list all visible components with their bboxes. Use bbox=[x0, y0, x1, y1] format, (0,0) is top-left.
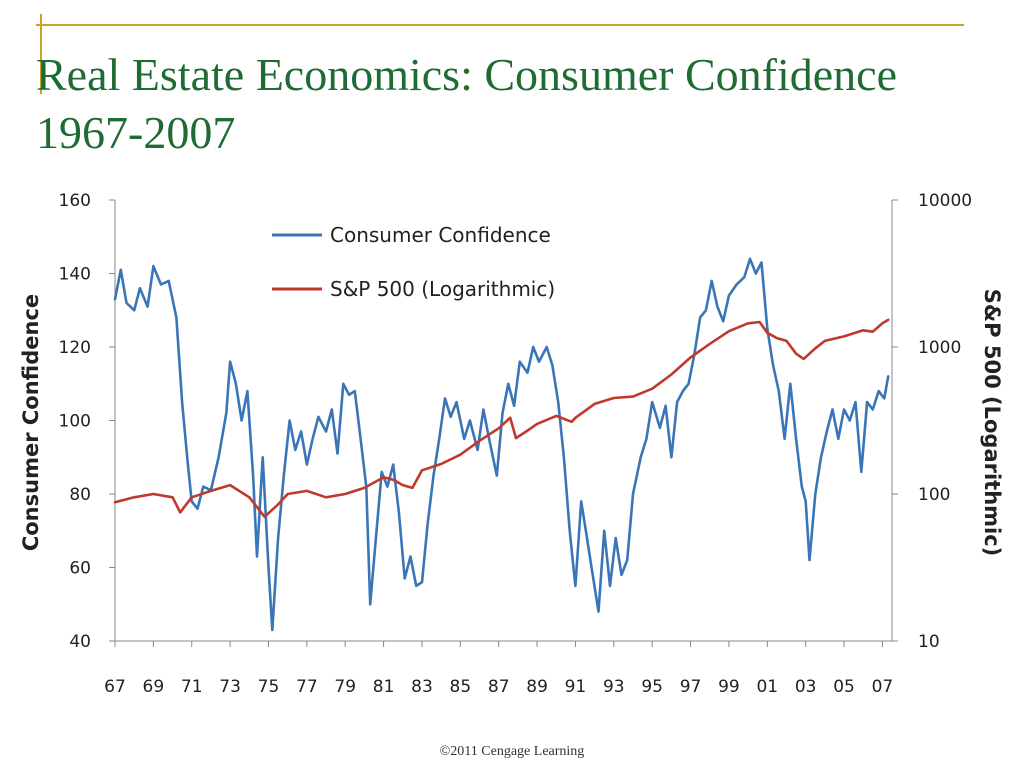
chart-axes: 40 60 80 100 120 140 160 10 100 1000 10000 67 69 71 73… bbox=[19, 191, 1004, 697]
title-rule-top bbox=[36, 24, 964, 26]
x-tick-label: 71 bbox=[181, 677, 203, 697]
x-tick-label: 07 bbox=[872, 677, 894, 697]
x-tick-label: 97 bbox=[680, 677, 702, 697]
x-tick-label: 79 bbox=[334, 677, 356, 697]
right-tick-label: 10 bbox=[918, 632, 940, 652]
x-tick-label: 99 bbox=[718, 677, 740, 697]
right-tick-label: 100 bbox=[918, 485, 950, 505]
x-tick-label: 95 bbox=[641, 677, 663, 697]
title-rule-left bbox=[40, 14, 42, 94]
left-tick-label: 120 bbox=[59, 338, 91, 358]
series-line-consumer-confidence bbox=[113, 257, 890, 632]
x-tick-label: 89 bbox=[526, 677, 548, 697]
x-tick-label: 91 bbox=[565, 677, 587, 697]
x-tick-label: 85 bbox=[450, 677, 472, 697]
chart-legend: Consumer Confidence S&P 500 (Logarithmic) bbox=[272, 223, 555, 301]
x-tick-label: 73 bbox=[219, 677, 241, 697]
left-tick-label: 140 bbox=[59, 265, 91, 285]
left-tick-label: 60 bbox=[69, 559, 91, 579]
x-tick-label: 93 bbox=[603, 677, 625, 697]
copyright-footer: ©2011 Cengage Learning bbox=[439, 744, 585, 759]
x-tick-label: 77 bbox=[296, 677, 318, 697]
x-tick-label: 83 bbox=[411, 677, 433, 697]
right-tick-label: 10000 bbox=[918, 191, 972, 211]
chart: 40 60 80 100 120 140 160 10 100 1000 10000 67 69 71 73… bbox=[19, 191, 1004, 697]
x-tick-label: 69 bbox=[143, 677, 165, 697]
page-title: Real Estate Economics: Consumer Confiden… bbox=[36, 49, 897, 158]
x-tick-label: 05 bbox=[833, 677, 855, 697]
x-tick-label: 87 bbox=[488, 677, 510, 697]
right-tick-label: 1000 bbox=[918, 338, 961, 358]
x-tick-label: 81 bbox=[373, 677, 395, 697]
left-tick-label: 100 bbox=[59, 412, 91, 432]
chart-series bbox=[113, 257, 890, 632]
left-tick-label: 160 bbox=[59, 191, 91, 211]
chart-container: 40 60 80 100 120 140 160 10 100 1000 10000 67 69 71 73… bbox=[0, 178, 1024, 718]
y-axis-title: Consumer Confidence bbox=[19, 294, 43, 551]
legend-label-consumer-confidence: Consumer Confidence bbox=[330, 223, 551, 247]
x-tick-label: 67 bbox=[104, 677, 126, 697]
x-tick-label: 75 bbox=[258, 677, 280, 697]
legend-label-sp500: S&P 500 (Logarithmic) bbox=[330, 277, 555, 301]
left-tick-label: 40 bbox=[69, 632, 91, 652]
y2-axis-title: S&P 500 (Logarithmic) bbox=[980, 289, 1004, 557]
series-line-sp500 bbox=[113, 318, 890, 519]
x-tick-label: 01 bbox=[756, 677, 778, 697]
left-tick-label: 80 bbox=[69, 485, 91, 505]
x-tick-label: 03 bbox=[795, 677, 817, 697]
